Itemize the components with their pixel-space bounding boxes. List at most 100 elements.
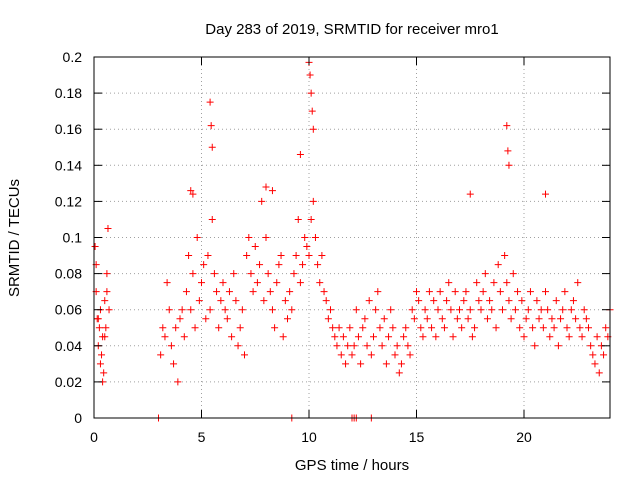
- data-point: [593, 333, 601, 341]
- data-point: [413, 288, 420, 296]
- data-point: [294, 215, 302, 223]
- data-point: [488, 306, 496, 314]
- y-tick-label: 0.06: [55, 302, 82, 318]
- data-point: [393, 342, 401, 350]
- data-point: [458, 324, 466, 332]
- data-point: [170, 360, 178, 368]
- data-point: [359, 324, 367, 332]
- data-point: [432, 333, 440, 341]
- data-point: [357, 360, 365, 368]
- data-point: [103, 270, 111, 278]
- data-point: [241, 351, 248, 359]
- data-point: [445, 279, 453, 287]
- data-point: [516, 324, 524, 332]
- data-point: [462, 288, 470, 296]
- data-point: [346, 324, 354, 332]
- data-point: [208, 215, 216, 223]
- data-point: [206, 306, 214, 314]
- data-point: [361, 315, 369, 323]
- data-point: [440, 324, 448, 332]
- data-point: [268, 306, 276, 314]
- data-point: [277, 252, 285, 260]
- data-point: [191, 324, 199, 332]
- data-point: [223, 315, 231, 323]
- data-point: [339, 333, 347, 341]
- data-point: [333, 342, 341, 350]
- data-point: [266, 288, 274, 296]
- data-point: [507, 315, 515, 323]
- data-point: [559, 306, 567, 314]
- data-point: [483, 315, 491, 323]
- y-tick-label: 0.02: [55, 374, 82, 390]
- data-point: [318, 252, 326, 260]
- data-point: [370, 333, 377, 341]
- data-point: [161, 333, 169, 341]
- data-point: [460, 297, 468, 305]
- data-point: [477, 306, 485, 314]
- data-point: [453, 315, 461, 323]
- data-point: [475, 297, 483, 305]
- data-point: [350, 342, 358, 350]
- y-tick-label: 0.16: [55, 121, 82, 137]
- data-point: [172, 324, 180, 332]
- data-point: [391, 351, 399, 359]
- data-point: [354, 333, 362, 341]
- data-point: [471, 324, 479, 332]
- data-point: [503, 279, 511, 287]
- data-point: [247, 270, 255, 278]
- data-point: [305, 252, 313, 260]
- data-point: [225, 288, 233, 296]
- data-point: [542, 288, 549, 296]
- data-point: [101, 297, 109, 305]
- data-point: [591, 360, 599, 368]
- data-point: [419, 333, 427, 341]
- data-point: [337, 351, 345, 359]
- data-point: [602, 324, 610, 332]
- data-point: [565, 333, 573, 341]
- data-point: [574, 279, 582, 287]
- data-point: [230, 270, 238, 278]
- data-point: [299, 261, 307, 269]
- data-point: [187, 306, 195, 314]
- data-point: [217, 297, 225, 305]
- data-point: [98, 351, 106, 359]
- y-tick-label: 0: [74, 410, 82, 426]
- data-point: [400, 333, 408, 341]
- data-point: [189, 190, 197, 198]
- data-point: [557, 315, 565, 323]
- data-point: [449, 333, 457, 341]
- data-point: [434, 306, 442, 314]
- data-point: [238, 306, 246, 314]
- data-point: [189, 270, 197, 278]
- data-point: [533, 297, 541, 305]
- data-point: [468, 333, 476, 341]
- data-point: [600, 351, 608, 359]
- y-tick-label: 0.12: [55, 193, 82, 209]
- data-point: [490, 279, 498, 287]
- data-point: [464, 315, 472, 323]
- data-point: [322, 297, 330, 305]
- data-point: [307, 215, 315, 223]
- data-point: [102, 324, 110, 332]
- data-point: [589, 351, 597, 359]
- data-point: [324, 315, 332, 323]
- data-point: [531, 342, 539, 350]
- data-point: [554, 342, 562, 350]
- x-tick-label: 10: [301, 429, 317, 445]
- data-point: [496, 288, 504, 296]
- data-point: [387, 306, 395, 314]
- data-point: [94, 315, 102, 323]
- data-point: [204, 252, 212, 260]
- data-point: [344, 342, 352, 350]
- data-point: [378, 342, 386, 350]
- data-point: [376, 324, 384, 332]
- data-point: [281, 297, 289, 305]
- data-point: [499, 306, 506, 314]
- data-point: [288, 306, 296, 314]
- data-point: [271, 324, 279, 332]
- data-point: [572, 315, 580, 323]
- data-point: [585, 324, 592, 332]
- data-point: [311, 234, 319, 241]
